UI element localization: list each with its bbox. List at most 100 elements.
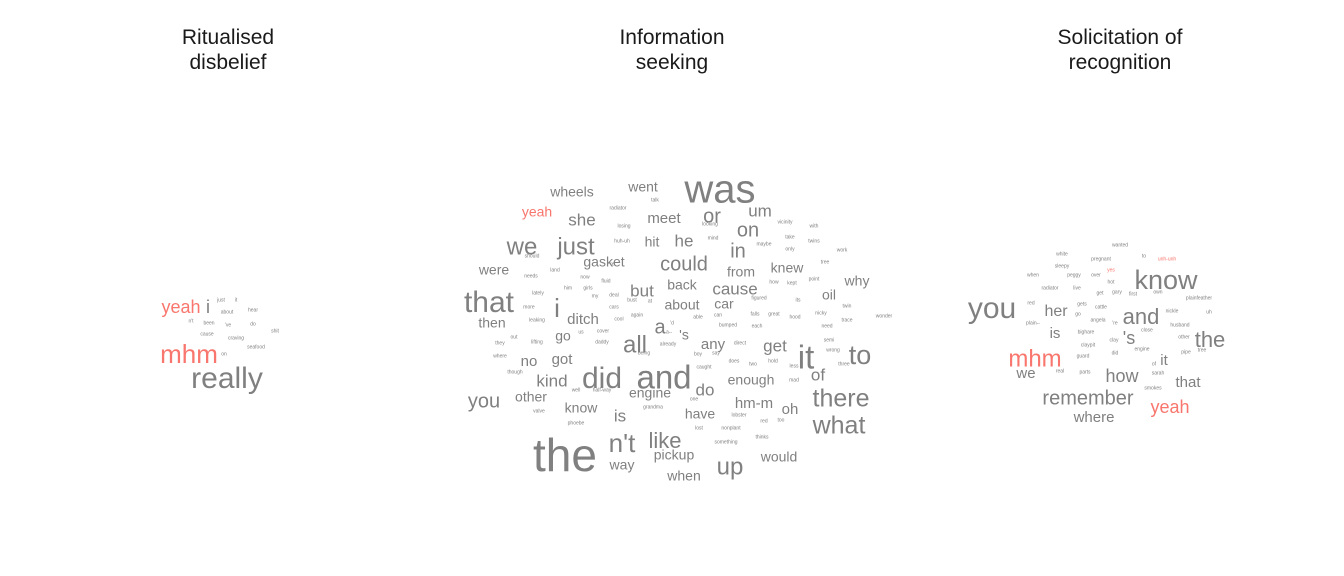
wordcloud-word: to [849, 340, 872, 370]
wordcloud-word: plainfeather [1186, 295, 1212, 301]
wordcloud-word: its [796, 297, 802, 303]
wordcloud-word: radiator [610, 205, 627, 211]
wordcloud-word: why [844, 273, 870, 289]
wordcloud-word: girls [583, 285, 593, 291]
wordcloud-word: up [717, 453, 744, 480]
wordcloud-word: something [714, 439, 737, 445]
wordcloud-word: huh-uh [614, 238, 630, 244]
wordcloud-word: mhm [160, 339, 218, 369]
wordcloud-word: like [648, 428, 681, 453]
wordcloud-word: meet [647, 210, 681, 227]
wordcloud-word: but [630, 281, 654, 300]
wordcloud-word: just [556, 233, 595, 260]
wordcloud-word: he [675, 231, 694, 250]
wordcloud-word: vicinity [777, 219, 793, 225]
wordcloud-word: kind [536, 371, 567, 390]
wordcloud-word: how [1105, 366, 1139, 386]
wordcloud-word: phoebe [568, 420, 585, 426]
wordcloud-word: in [730, 240, 746, 262]
wordcloud-word: yeah [1150, 397, 1189, 417]
wordcloud-word: grandma [643, 404, 663, 410]
wordcloud-word: sarah [1152, 370, 1165, 376]
wordcloud-word: close [1141, 327, 1153, 333]
wordcloud-word: you [468, 390, 500, 412]
wordcloud-word: unh-unh [1158, 256, 1177, 262]
wordcloud-word: clay [1110, 337, 1119, 343]
wordcloud-word: hm-m [735, 395, 773, 412]
wordcloud-word: where [1073, 409, 1115, 426]
wordcloud-word: car [714, 296, 734, 312]
wordcloud-word: 're [609, 261, 615, 267]
wordcloud-word: i [206, 297, 210, 317]
wordcloud-word: plain-- [1026, 320, 1040, 326]
wordcloud-word: husband [1170, 322, 1189, 328]
wordcloud-word: wheels [549, 184, 594, 200]
wordcloud-word: great [768, 311, 780, 317]
wordcloud-word: claypit [1081, 342, 1096, 348]
wordcloud-word: um [748, 201, 772, 220]
wordcloud-word: craving [228, 335, 244, 341]
wordcloud-word: mind [708, 235, 719, 241]
wordcloud-word: and [1123, 304, 1160, 329]
wordcloud-word: semi [824, 337, 835, 343]
wordcloud-word: each [752, 323, 763, 329]
wordcloud-word: 's [679, 327, 689, 343]
wordcloud-word: out [511, 334, 519, 340]
wordcloud-word: do [696, 380, 715, 399]
wordcloud-word: 've [225, 322, 231, 328]
wordcloud-word: the [533, 429, 597, 481]
wordcloud-word: boy [694, 351, 703, 357]
wordcloud-word: about [221, 309, 234, 315]
wordcloud-word: to [1142, 253, 1146, 259]
wordcloud-word: wonder [876, 313, 893, 319]
wordcloud-word: know [1134, 265, 1198, 295]
wordcloud-word: more [523, 304, 535, 310]
wordcloud-word: 're [1112, 320, 1118, 326]
wordcloud-word: what [812, 412, 866, 440]
wordcloud-word: thinks [755, 434, 769, 440]
wordcloud-word: does [729, 358, 740, 364]
wordcloud-word: trace [841, 317, 852, 323]
wordcloud-word: get [1097, 290, 1105, 296]
wordcloud-word: go [555, 328, 571, 344]
wordcloud-word: it [798, 339, 815, 376]
wordcloud-word: engine [1134, 346, 1149, 352]
wordcloud-word: own [1153, 289, 1162, 295]
wordcloud-word: should [525, 253, 540, 259]
wordcloud-word: the [1195, 327, 1226, 352]
wordcloud-word: oh [782, 401, 799, 418]
wordcloud-word: first [1129, 291, 1138, 297]
wordcloud-word: leaking [529, 317, 545, 323]
wordcloud-word: point [809, 276, 820, 282]
wordcloud-word: yeah [522, 204, 552, 220]
wordcloud-word: pregnant [1091, 256, 1111, 262]
wordcloud-word: yes [1107, 267, 1115, 273]
wordcloud-word: nickle [1166, 308, 1179, 314]
wordcloud-word: we [1015, 365, 1035, 382]
wordcloud-word: on [221, 351, 227, 357]
wordcloud-word: seafood [247, 344, 265, 350]
wordcloud-word: it [235, 297, 238, 303]
wordcloud-word: tree [821, 259, 830, 265]
wordcloud-word: is [614, 406, 626, 425]
wordcloud-word: fluid [601, 278, 610, 284]
wordcloud-word: white [1056, 251, 1068, 257]
wordcloud-word: about [664, 297, 699, 313]
wordcloud-word: oil [822, 287, 836, 303]
wordcloud-word: know [565, 400, 599, 416]
wordcloud-word: gary [1112, 289, 1122, 295]
wordcloud-word: when [1027, 272, 1039, 278]
wordcloud-word: him [564, 285, 572, 291]
wordcloud-word: is [1050, 325, 1061, 342]
wordcloud-word: less [790, 363, 799, 369]
wordcloud-word: caught [696, 364, 712, 370]
wordcloud-word: able [693, 314, 703, 320]
wordcloud-word: need [821, 323, 832, 329]
wordcloud-word: mhm [1008, 345, 1061, 372]
wordcloud-word: red [760, 418, 767, 424]
wordcloud-word: needs [524, 273, 538, 279]
wordcloud-word: live [1073, 285, 1081, 291]
